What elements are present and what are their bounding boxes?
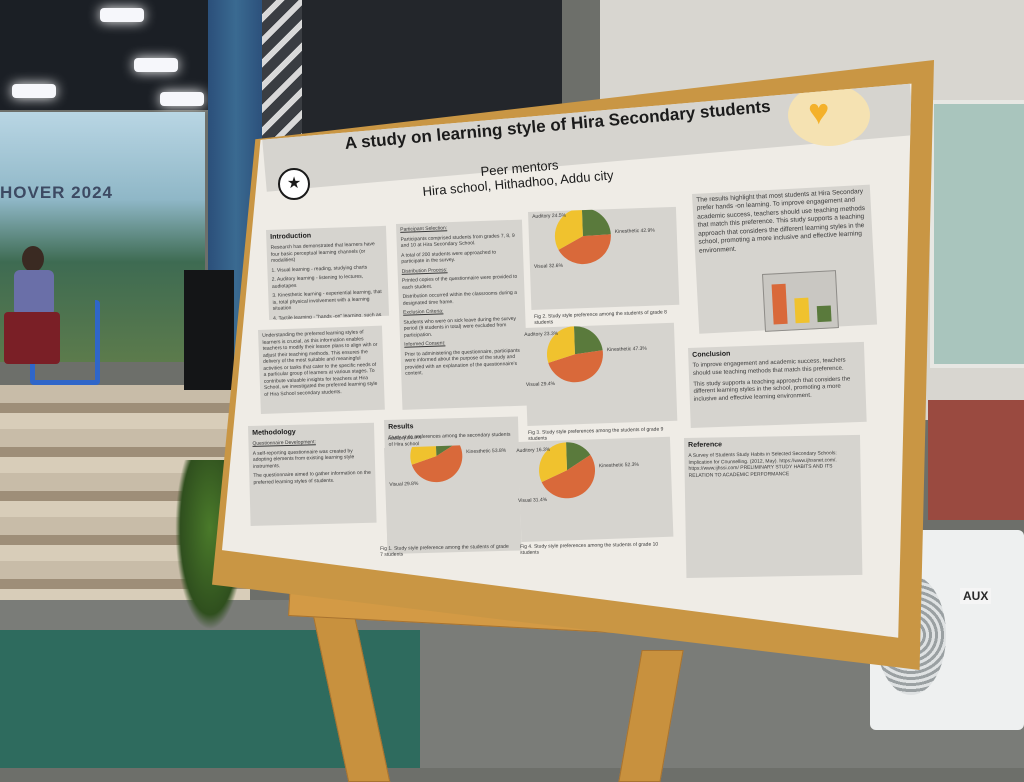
mural-text: HOVER 2024	[0, 183, 113, 202]
conclusion-item: To improve engagement and academic succe…	[692, 357, 846, 377]
pie-svg	[539, 442, 595, 499]
pie-slice-auditory	[435, 443, 459, 457]
distribution-text1: Printed copies of the questionnaire were…	[401, 273, 518, 291]
pie-label-visual: Visual 31.4%	[517, 497, 548, 505]
pie-slice-auditory	[573, 326, 603, 355]
person-legs	[4, 312, 60, 364]
methodology-sub: Questionnaire Development:	[252, 439, 316, 447]
reference-heading: Reference	[688, 441, 723, 449]
ceiling-light	[134, 58, 178, 72]
pie-chart-2: Auditory 24.5% Kinesthetic 42.9% Visual 32…	[528, 206, 680, 310]
person-shirt	[14, 270, 54, 316]
conclusion-card: Conclusion To improve engagement and aca…	[688, 341, 867, 428]
seated-person	[4, 246, 74, 376]
introduction-heading: Introduction	[270, 232, 312, 241]
pie-label-auditory: Auditory 16.4%	[387, 434, 422, 442]
pie-slice-visual	[410, 443, 437, 465]
participants-card: Participant Selection: Participants comp…	[396, 219, 529, 410]
participants-text1: Participants comprised students from gra…	[400, 232, 515, 249]
pie-label-auditory: Auditory 23.3%	[524, 330, 559, 338]
pie-chart-3: Auditory 23.3% Kinesthetic 47.3% Visual 29…	[524, 322, 678, 426]
participants-text2: A total of 200 students were approached …	[400, 249, 497, 265]
pie-label-visual: Visual 29.4%	[525, 380, 556, 388]
intro-item: 3. Kinesthetic learning - experiential l…	[272, 289, 382, 312]
pie-slice-kinesthetic	[411, 443, 463, 483]
pie-slice-visual	[554, 208, 583, 250]
pie-svg	[546, 326, 603, 383]
ceiling-light	[160, 92, 204, 106]
pie-slice-visual	[539, 442, 568, 483]
pie-label-visual: Visual 29.8%	[389, 480, 419, 488]
red-wall	[928, 400, 1024, 520]
summary-text: The results highlight that most students…	[696, 188, 866, 255]
bar-kinesthetic	[771, 283, 788, 325]
methodology-text2: The questionnaire aimed to gather inform…	[253, 469, 371, 486]
peer-mentors-logo-icon: ♥	[788, 84, 870, 146]
intro-item: 4. Tactile learning - "hands -on" learni…	[272, 311, 382, 320]
consent-heading: Informed Consent:	[404, 340, 446, 348]
pie-label-auditory: Auditory 16.3%	[516, 446, 551, 455]
window	[930, 100, 1024, 368]
pie-slice-auditory	[581, 208, 611, 237]
reference-text: A Survey of Students Study Habits in Sel…	[688, 450, 837, 479]
pie-slice-kinesthetic	[541, 454, 595, 499]
fig4-caption: Fig 4. Study style preferences among the…	[520, 541, 659, 556]
intro-item: 2. Auditory learning - listening to lect…	[271, 273, 364, 290]
distribution-heading: Distribution Process:	[401, 266, 448, 275]
research-poster: ★ ♥ A study on learning style of Hira Se…	[222, 83, 912, 638]
striped-panel	[262, 0, 302, 140]
pie-svg	[554, 208, 611, 265]
ceiling-light	[100, 8, 144, 22]
school-logo-icon: ★	[278, 168, 310, 200]
exclusion-heading: Exclusion Criteria:	[402, 308, 444, 316]
pie-label-auditory: Auditory 24.5%	[532, 212, 567, 220]
ac-brand-label: AUX	[960, 588, 992, 604]
pie-slice-visual	[546, 326, 575, 363]
pie-chart-1: Auditory 16.4% Kinesthetic 53.8% Visual 29…	[384, 435, 522, 544]
consent-text: Prior to administering the questionnaire…	[404, 347, 520, 377]
exclusion-text: Students who were on sick leave during t…	[403, 315, 517, 339]
conclusion-item: This study supports a teaching approach …	[693, 376, 851, 404]
pie-label-visual: Visual 32.6%	[533, 262, 564, 270]
fig1-caption: Fig 1. Study style preference among the …	[380, 543, 509, 558]
summary-bar-chart	[762, 270, 839, 332]
intro-item: 1. Visual learning - reading, studying c…	[271, 264, 368, 274]
introduction-continued-card: Understanding the preferred learning sty…	[258, 325, 385, 414]
pie-slice-kinesthetic	[558, 234, 611, 265]
ceiling-light	[12, 84, 56, 98]
speaker	[184, 270, 234, 390]
methodology-text1: A self-reporting questionnaire was creat…	[252, 447, 355, 470]
introduction-card: Introduction Research has demonstrated t…	[266, 225, 390, 320]
bar-visual	[794, 297, 810, 324]
results-heading: Results	[388, 423, 414, 431]
pie-chart-4: Auditory 16.3% Kinesthetic 52.3% Visual 31…	[516, 436, 674, 542]
methodology-card: Methodology Questionnaire Development: A…	[248, 422, 377, 526]
poster-content: ★ ♥ A study on learning style of Hira Se…	[222, 83, 912, 638]
pie-slice-kinesthetic	[548, 350, 603, 383]
person-head	[22, 246, 44, 272]
pie-slice-auditory	[566, 442, 591, 471]
introduction-text: Research has demonstrated that learners …	[270, 241, 375, 264]
participants-heading: Participant Selection:	[400, 225, 448, 233]
reference-card: Reference A Survey of Students Study Hab…	[684, 434, 863, 578]
bar-auditory	[816, 305, 832, 323]
introduction-para2: Understanding the preferred learning sty…	[262, 329, 378, 398]
methodology-heading: Methodology	[252, 428, 296, 437]
pie-svg	[410, 443, 463, 483]
distribution-text2: Distribution occurred within the classro…	[402, 289, 518, 307]
